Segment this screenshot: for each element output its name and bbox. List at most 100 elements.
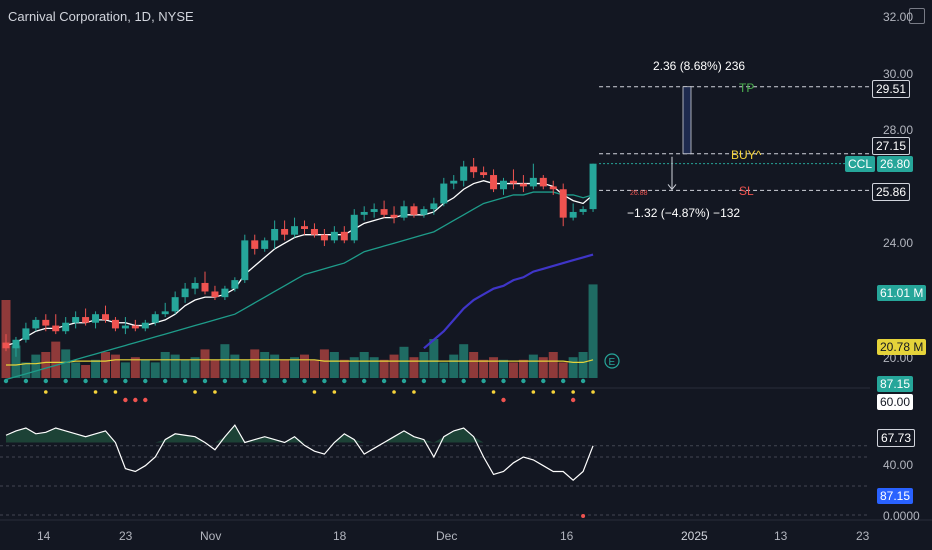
candle-body — [350, 214, 358, 241]
rsi-value-label: 67.73 — [877, 429, 916, 447]
time-tick-16: 16 — [560, 529, 574, 543]
signal-dot — [143, 378, 148, 384]
rsi-signal-dot — [581, 514, 586, 518]
candle-body — [490, 175, 498, 190]
signal-dot — [481, 378, 486, 384]
volume-bar — [300, 354, 309, 378]
candle-body — [440, 183, 448, 204]
signal-dot — [461, 378, 466, 384]
signal-dot — [580, 378, 586, 384]
volume-bar — [319, 349, 329, 378]
candle-body — [509, 180, 517, 184]
candle-body — [470, 166, 478, 173]
signal-dot-yellow — [213, 390, 217, 394]
signal-dot-yellow — [392, 390, 396, 394]
candle-body — [430, 203, 438, 210]
volume-bar — [479, 359, 489, 378]
signal-dot — [103, 378, 108, 384]
signal-dot — [521, 378, 526, 384]
volume-bar — [120, 362, 130, 378]
signal-dot-yellow — [531, 390, 536, 394]
volume-bar — [71, 362, 81, 378]
volume-bar — [130, 357, 140, 378]
candle-body — [2, 342, 10, 349]
candle-body — [241, 240, 249, 281]
candle-body — [529, 177, 537, 187]
signal-dot-red — [143, 397, 148, 403]
earnings-icon — [604, 353, 620, 369]
volume-bar — [210, 359, 220, 378]
earnings-icon-letter: E — [609, 357, 616, 368]
signal-dot — [401, 378, 407, 384]
candle-body — [231, 280, 239, 289]
sl-label: SL — [739, 184, 754, 198]
osc-value-label: 87.15 — [877, 376, 914, 392]
candle-body — [141, 322, 149, 329]
candle-body — [111, 319, 119, 329]
volume-bar — [140, 359, 150, 378]
candle-body — [22, 328, 30, 340]
signal-dot — [123, 378, 128, 384]
signal-dot-yellow — [491, 390, 496, 394]
ema-slow-line — [5, 191, 594, 381]
signal-dot — [322, 378, 327, 384]
buy-price-label: 27.15 — [872, 137, 911, 155]
candle-body — [519, 183, 527, 187]
collapse-icon[interactable] — [909, 8, 925, 24]
signal-dot — [302, 378, 307, 384]
signal-dot-yellow — [44, 390, 48, 394]
candle-body — [569, 211, 577, 218]
candle-body — [340, 231, 348, 241]
volume-bar — [499, 359, 508, 378]
volume-bar — [409, 357, 419, 378]
signal-dot — [501, 378, 506, 384]
volume-bar — [309, 359, 319, 378]
volume-bar — [399, 346, 409, 378]
candle-body — [211, 291, 219, 298]
candle-body — [410, 206, 418, 215]
candle-body — [161, 311, 169, 315]
tp-price-label: 29.51 — [872, 80, 911, 98]
candle-body — [310, 229, 318, 235]
signal-dot-yellow — [93, 390, 98, 394]
candle-body — [82, 317, 90, 323]
time-tick-14: 14 — [37, 529, 51, 543]
price-tick-32: 32.00 — [883, 10, 914, 24]
volume-bar — [240, 359, 250, 378]
rsi-tick-40: 40.00 — [883, 458, 914, 472]
volume-bar — [61, 349, 71, 378]
signal-dot-yellow — [571, 390, 575, 394]
candle-body — [151, 314, 159, 323]
signal-dot — [222, 378, 228, 384]
candle-body — [320, 234, 328, 241]
volume-bar — [170, 354, 180, 378]
signal-dot — [561, 378, 566, 384]
signal-dot — [43, 378, 48, 384]
volume-bar — [260, 352, 270, 378]
candle-body — [480, 172, 488, 176]
signal-dot — [381, 378, 387, 384]
signal-dot-yellow — [193, 390, 197, 394]
signal-dot — [163, 378, 168, 384]
signal-dot-red — [133, 397, 138, 403]
candle-body — [539, 177, 547, 187]
stop-info-label: −1.32 (−4.87%) −132 — [627, 206, 741, 220]
volume-bar — [250, 349, 260, 378]
volume-bar — [359, 352, 369, 378]
volume-bar — [369, 357, 379, 378]
volume-bar — [190, 357, 200, 378]
signal-dot-yellow — [591, 390, 595, 394]
time-tick-nov: Nov — [200, 529, 222, 543]
candle-body — [102, 314, 109, 320]
candle-body — [360, 211, 368, 215]
volume-bar — [389, 354, 399, 378]
chart-title: Carnival Corporation, 1D, NYSE — [8, 9, 194, 24]
candle-body — [251, 240, 259, 249]
signal-dot-red — [123, 397, 128, 403]
candle-body — [42, 319, 50, 326]
volume-bar — [81, 365, 91, 378]
candle-body — [261, 240, 269, 249]
volume-bar — [429, 339, 439, 378]
candle-body — [12, 339, 20, 349]
